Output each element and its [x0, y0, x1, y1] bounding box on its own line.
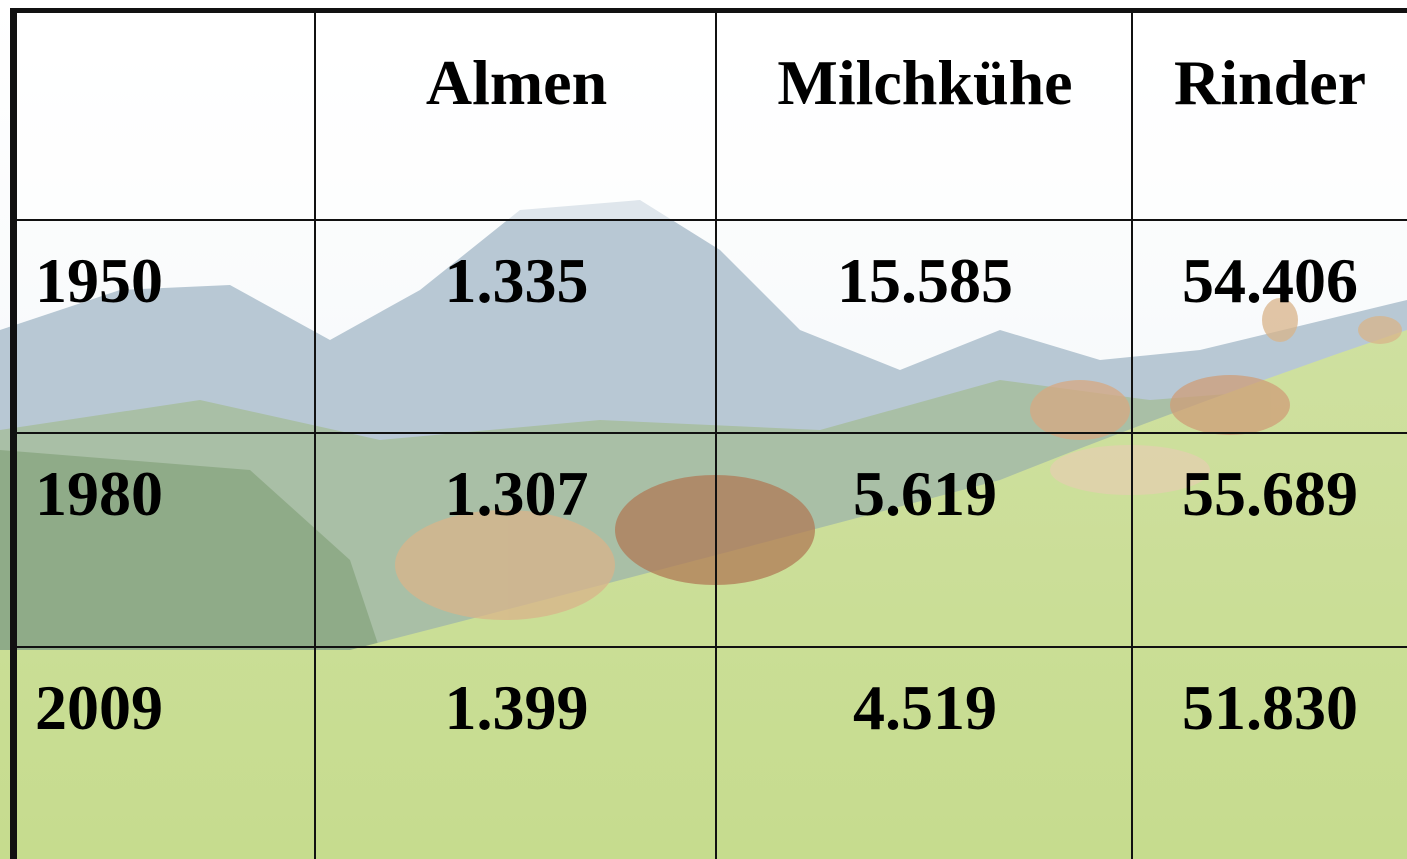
column-header: Almen	[316, 51, 717, 115]
column-header: Milchkühe	[717, 51, 1133, 115]
table-cell: 5.619	[717, 462, 1133, 526]
table-border	[10, 8, 1407, 13]
row-header: 2009	[35, 676, 163, 740]
row-divider	[10, 646, 1407, 648]
table-cell: 1.335	[316, 249, 717, 313]
row-divider	[10, 432, 1407, 434]
row-divider	[10, 219, 1407, 221]
table-cell: 1.307	[316, 462, 717, 526]
row-header: 1980	[35, 462, 163, 526]
table-cell: 54.406	[1133, 249, 1407, 313]
row-header: 1950	[35, 249, 163, 313]
table-cell: 51.830	[1133, 676, 1407, 740]
page: (() => { const data = JSON.parse(documen…	[0, 0, 1407, 859]
table-cell: 1.399	[316, 676, 717, 740]
table-cell: 15.585	[717, 249, 1133, 313]
table-cell: 55.689	[1133, 462, 1407, 526]
table-cell: 4.519	[717, 676, 1133, 740]
column-header: Rinder	[1133, 51, 1407, 115]
